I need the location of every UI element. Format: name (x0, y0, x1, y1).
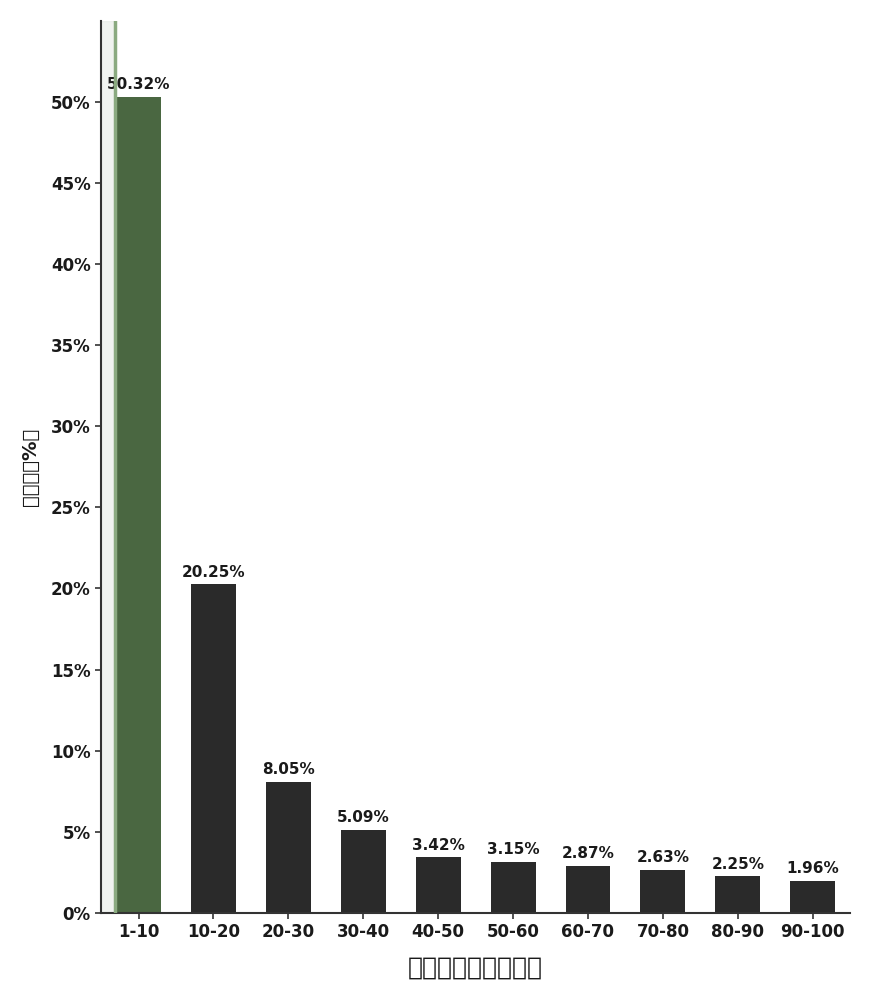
Y-axis label: 百分比（%）: 百分比（%） (21, 428, 40, 506)
Text: 2.87%: 2.87% (562, 846, 614, 861)
Bar (640, 870, 685, 913)
Text: 3.42%: 3.42% (412, 838, 464, 853)
Bar (415, 857, 461, 913)
X-axis label: 制动踏板开度百分比: 制动踏板开度百分比 (408, 955, 544, 979)
Text: 5.09%: 5.09% (337, 810, 389, 825)
Bar (565, 866, 611, 913)
Text: 20.25%: 20.25% (182, 565, 246, 580)
Bar (790, 881, 835, 913)
Bar (341, 830, 386, 913)
Text: 50.32%: 50.32% (107, 77, 171, 92)
Bar (266, 782, 311, 913)
Bar (715, 876, 760, 913)
Bar (90, 21, 115, 913)
Bar (490, 862, 536, 913)
Text: 2.63%: 2.63% (637, 850, 690, 865)
Text: 1.96%: 1.96% (787, 861, 839, 876)
Text: 3.15%: 3.15% (487, 842, 539, 857)
Text: 8.05%: 8.05% (262, 762, 314, 777)
Text: 2.25%: 2.25% (712, 857, 765, 872)
Bar (191, 584, 236, 913)
Bar (116, 97, 161, 913)
